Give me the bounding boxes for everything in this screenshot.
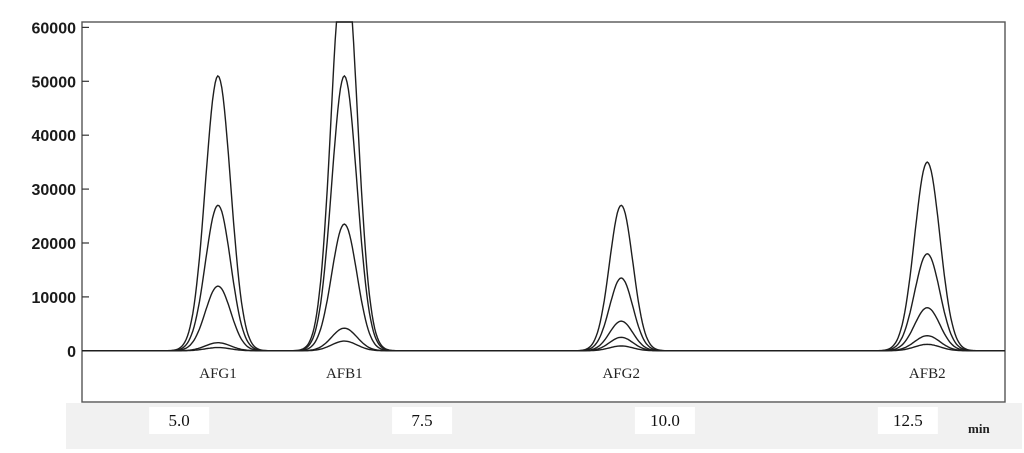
x-tick-box xyxy=(634,407,695,434)
peak-label: AFG2 xyxy=(602,366,640,382)
chromatogram-trace xyxy=(82,340,1005,352)
y-axis-ticks: 0 10000 20000 30000 40000 50000 60000 xyxy=(32,20,89,361)
y-tick-label: 40000 xyxy=(32,128,77,145)
x-tick-box xyxy=(392,407,453,434)
x-tick-box xyxy=(149,407,210,434)
x-tick-label: 5.0 xyxy=(169,411,190,430)
y-tick-label: 30000 xyxy=(32,182,77,199)
y-tick-label: 10000 xyxy=(32,290,77,307)
x-tick-label: 12.5 xyxy=(893,411,923,430)
x-axis-band xyxy=(66,403,1022,449)
x-tick-box xyxy=(877,407,938,434)
peak-label: AFB2 xyxy=(909,366,946,382)
x-axis-ticks: 5.0 7.5 10.0 12.5 xyxy=(149,407,938,434)
y-tick-label: 20000 xyxy=(32,236,77,253)
peak-labels: AFG1 AFB1 AFG2 AFB2 xyxy=(199,366,945,382)
y-tick-label: 0 xyxy=(67,344,76,361)
peak-label: AFB1 xyxy=(326,366,363,382)
chromatogram-traces xyxy=(82,21,1005,352)
plot-frame xyxy=(81,21,1006,403)
x-axis-unit-label: min xyxy=(968,421,990,436)
peak-label: AFG1 xyxy=(199,366,237,382)
y-tick-label: 50000 xyxy=(32,74,77,91)
x-tick-label: 10.0 xyxy=(650,411,680,430)
y-tick-label: 60000 xyxy=(32,20,77,37)
x-tick-label: 7.5 xyxy=(411,411,432,430)
